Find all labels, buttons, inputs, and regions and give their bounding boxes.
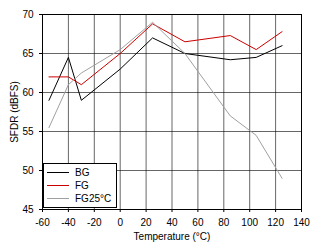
svg-text:-20: -20 bbox=[87, 217, 102, 228]
html-text:BG: BG bbox=[75, 167, 90, 178]
svg-text:60: 60 bbox=[22, 87, 34, 98]
svg-text:-40: -40 bbox=[61, 217, 76, 228]
svg-text:45: 45 bbox=[22, 204, 34, 215]
svg-text:100: 100 bbox=[241, 217, 258, 228]
svg-text:50: 50 bbox=[22, 165, 34, 176]
html-text:FG: FG bbox=[75, 180, 89, 191]
svg-text:-60: -60 bbox=[35, 217, 50, 228]
svg-text:140: 140 bbox=[293, 217, 310, 228]
svg-text:120: 120 bbox=[267, 217, 284, 228]
svg-text:Temperature (°C): Temperature (°C) bbox=[134, 231, 211, 242]
svg-text:0: 0 bbox=[117, 217, 123, 228]
html-text:FG25°C: FG25°C bbox=[75, 193, 112, 204]
svg-text:40: 40 bbox=[166, 217, 178, 228]
svg-text:80: 80 bbox=[218, 217, 230, 228]
svg-text:20: 20 bbox=[141, 217, 153, 228]
svg-text:65: 65 bbox=[22, 48, 34, 59]
svg-text:60: 60 bbox=[192, 217, 204, 228]
svg-text:SFDR (dBFS): SFDR (dBFS) bbox=[9, 81, 20, 143]
svg-text:70: 70 bbox=[22, 9, 34, 20]
svg-text:55: 55 bbox=[22, 126, 34, 137]
